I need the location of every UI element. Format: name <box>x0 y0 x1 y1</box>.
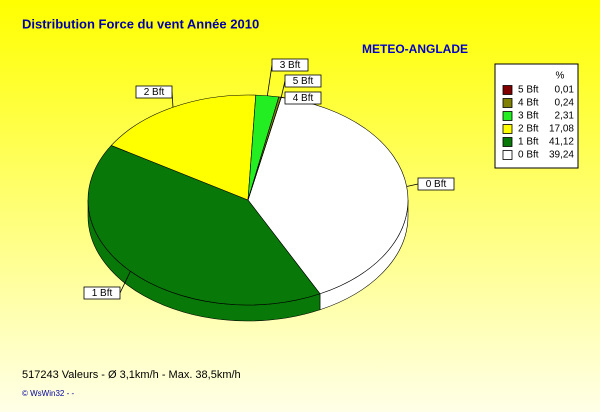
slice <box>87 145 321 306</box>
callout-line <box>279 96 286 99</box>
legend-swatch <box>502 150 513 160</box>
footer: 517243 Valeurs - Ø 3,1km/h - Max. 38,5km… <box>22 369 241 381</box>
legend-value: 0,24 <box>555 98 575 109</box>
chart-title: Distribution Force du vent Année 2010 <box>22 16 259 31</box>
legend-label: 5 Bft <box>518 85 539 96</box>
legend-value: 39,24 <box>549 150 574 161</box>
callout-box <box>83 286 121 300</box>
callout-label: 2 Bft <box>144 87 165 98</box>
legend-label: 0 Bft <box>518 150 539 161</box>
callout-label: 1 Bft <box>92 288 113 299</box>
legend-label: 3 Bft <box>518 111 539 122</box>
callout-line <box>280 80 286 98</box>
legend-value: 17,08 <box>549 124 574 135</box>
legend-swatch <box>502 137 513 147</box>
callout-line <box>119 271 131 294</box>
callout-label: 3 Bft <box>280 60 301 71</box>
callout-box <box>417 177 455 191</box>
slice <box>247 96 409 295</box>
legend-value: 2,31 <box>555 111 575 122</box>
legend-label: 2 Bft <box>518 124 539 135</box>
legend-swatch <box>502 98 513 108</box>
legend-label: 1 Bft <box>518 137 539 148</box>
callout-box <box>271 58 309 72</box>
callout-box <box>284 74 322 88</box>
legend-label: 4 Bft <box>518 98 539 109</box>
callout-label: 5 Bft <box>293 76 314 87</box>
credit: © WsWin32 - - <box>22 389 74 398</box>
chart-subtitle: METEO-ANGLADE <box>362 42 468 56</box>
legend-swatch <box>502 124 513 134</box>
callout-label: 4 Bft <box>293 93 314 104</box>
callout-box <box>284 91 322 105</box>
callout-box <box>135 85 173 99</box>
legend-value: 41,12 <box>549 137 574 148</box>
legend-value: 0,01 <box>555 85 575 96</box>
legend-title: % <box>556 71 565 82</box>
legend-swatch <box>502 85 513 95</box>
legend-swatch <box>502 111 513 121</box>
callout-line <box>266 64 273 96</box>
callout-label: 0 Bft <box>426 179 447 190</box>
callout-line <box>406 183 419 187</box>
slice <box>110 94 257 201</box>
